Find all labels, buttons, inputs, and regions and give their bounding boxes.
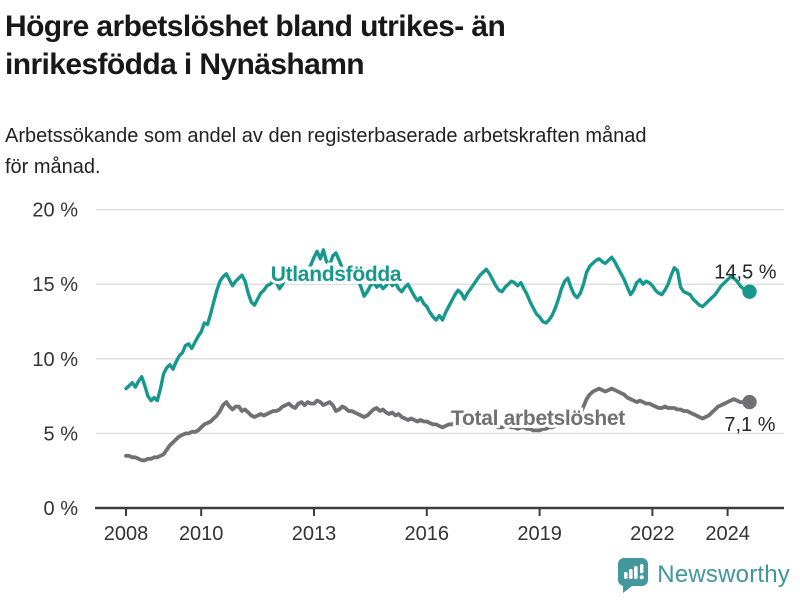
y-axis-label-5pct: 5 %	[44, 423, 79, 445]
line-chart: 20 % 15 % 10 % 5 % 0 % 2008 2010 2013 2016 2019 20…	[0, 195, 800, 560]
value-label-utlandsf-dda: 14,5 %	[714, 262, 776, 284]
line-utlandsf-dda	[124, 248, 752, 403]
x-axis-label-2022: 2022	[630, 523, 675, 545]
value-label-total-arbetsl-shet: 7,1 %	[724, 414, 775, 436]
chart-subtitle: Arbetssökande som andel av den registerb…	[5, 121, 793, 183]
y-axis-label-20pct: 20 %	[32, 200, 78, 222]
chart-title-line-1: Högre arbetslöshet bland utrikes- än	[5, 10, 506, 43]
y-axis-label-15pct: 15 %	[32, 274, 78, 296]
series-label-utlandsf-dda: Utlandsfödda	[271, 263, 402, 286]
x-axis-label-2016: 2016	[405, 523, 450, 545]
x-axis-label-2008: 2008	[104, 523, 149, 545]
chart-subtitle-line-2: för månad.	[5, 156, 101, 178]
chart-subtitle-line-1: Arbetssökande som andel av den registerb…	[5, 125, 647, 147]
chart-title: Högre arbetslöshet bland utrikes- än inr…	[5, 8, 785, 84]
x-axis-label-2019: 2019	[517, 523, 562, 545]
line-total-arbetsl-shet	[124, 386, 752, 463]
line-chart-svg: 20 % 15 % 10 % 5 % 0 % 2008 2010 2013 2016 2019 20…	[32, 200, 784, 545]
end-dot-total-arbetsl-shet	[742, 394, 757, 410]
y-axis-label-0pct: 0 %	[44, 498, 79, 520]
newsworthy-brand-link[interactable]: Newsworthy	[616, 557, 790, 593]
end-dot-utlandsf-dda	[742, 284, 757, 299]
x-axis-label-2013: 2013	[292, 523, 337, 545]
chart-title-line-2: inrikesfödda i Nynäshamn	[5, 48, 365, 81]
y-axis-label-10pct: 10 %	[32, 349, 78, 371]
x-axis-label-2024: 2024	[705, 523, 750, 545]
series-label-total-arbetsl-shet: Total arbetslöshet	[451, 407, 625, 430]
newsworthy-brand-name: Newsworthy	[657, 561, 790, 588]
x-axis-label-2010: 2010	[179, 523, 224, 545]
newsworthy-logo-icon	[618, 558, 649, 593]
